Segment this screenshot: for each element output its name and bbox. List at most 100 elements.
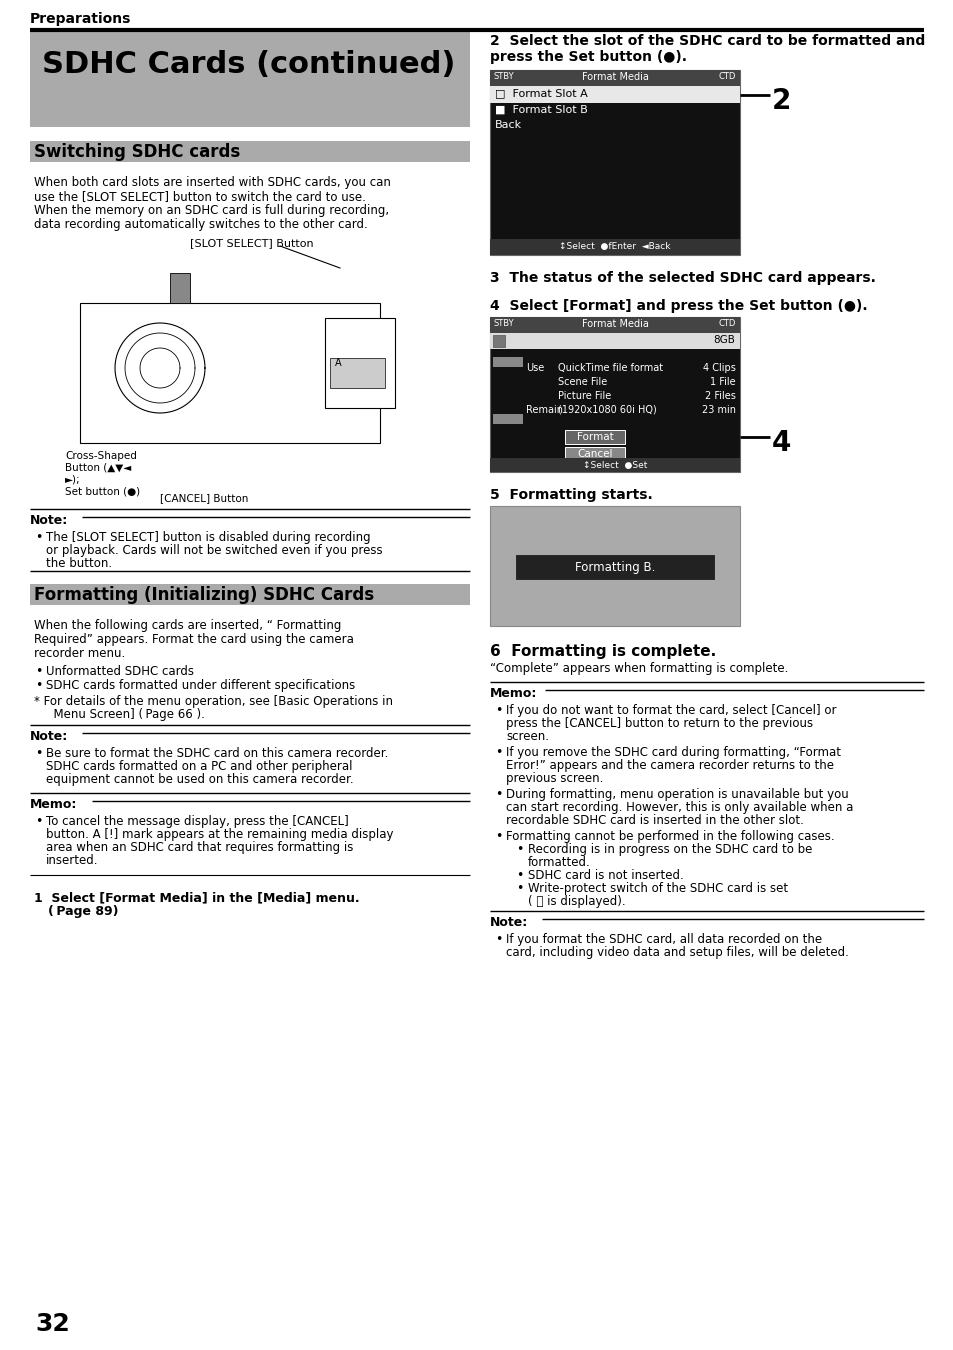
Text: use the [SLOT SELECT] button to switch the card to use.: use the [SLOT SELECT] button to switch t…: [34, 190, 366, 202]
Text: Remain: Remain: [525, 405, 562, 414]
Text: Formatting (Initializing) SDHC Cards: Formatting (Initializing) SDHC Cards: [34, 586, 374, 603]
Text: 1  Select [Format Media] in the [Media] menu.: 1 Select [Format Media] in the [Media] m…: [34, 891, 359, 904]
Text: If you remove the SDHC card during formatting, “Format: If you remove the SDHC card during forma…: [505, 747, 841, 759]
Bar: [490, 458, 740, 472]
Text: •: •: [35, 666, 42, 678]
Text: press the Set button (●).: press the Set button (●).: [490, 50, 686, 63]
Bar: [490, 86, 740, 103]
Bar: [515, 554, 714, 580]
Text: button. A [!] mark appears at the remaining media display: button. A [!] mark appears at the remain…: [46, 828, 393, 841]
Text: •: •: [495, 788, 502, 801]
Bar: [493, 414, 522, 424]
Text: Required” appears. Format the card using the camera: Required” appears. Format the card using…: [34, 633, 354, 647]
Text: •: •: [516, 869, 523, 882]
Text: Write-protect switch of the SDHC card is set: Write-protect switch of the SDHC card is…: [527, 882, 787, 895]
Text: CTD: CTD: [718, 319, 735, 328]
Text: * For details of the menu operation, see [Basic Operations in: * For details of the menu operation, see…: [34, 695, 393, 707]
Text: Recording is in progress on the SDHC card to be: Recording is in progress on the SDHC car…: [527, 842, 812, 856]
Text: Formatting cannot be performed in the following cases.: Formatting cannot be performed in the fo…: [505, 830, 834, 842]
Text: •: •: [495, 747, 502, 759]
Text: STBY: STBY: [494, 72, 514, 81]
Text: ( 🔒 is displayed).: ( 🔒 is displayed).: [527, 895, 625, 909]
Text: 8GB: 8GB: [713, 335, 734, 346]
Text: Note:: Note:: [30, 514, 69, 526]
Text: SDHC cards formatted under different specifications: SDHC cards formatted under different spe…: [46, 679, 355, 693]
Text: 5  Formatting starts.: 5 Formatting starts.: [490, 487, 652, 502]
Text: If you do not want to format the card, select [Cancel] or: If you do not want to format the card, s…: [505, 703, 836, 717]
Text: •: •: [35, 531, 42, 544]
Text: Back: Back: [495, 120, 521, 130]
Text: Picture File: Picture File: [558, 392, 611, 401]
Bar: [490, 333, 740, 350]
Bar: [330, 358, 385, 387]
Text: During formatting, menu operation is unavailable but you: During formatting, menu operation is una…: [505, 788, 848, 801]
Text: [SLOT SELECT] Button: [SLOT SELECT] Button: [190, 238, 314, 248]
Text: 2: 2: [771, 86, 791, 115]
Bar: [493, 356, 522, 367]
Text: Note:: Note:: [490, 917, 528, 929]
Text: A: A: [335, 358, 341, 369]
Bar: [493, 335, 504, 347]
Text: 1 File: 1 File: [710, 377, 735, 387]
Text: (1920x1080 60i HQ): (1920x1080 60i HQ): [558, 405, 656, 414]
Text: CTD: CTD: [718, 72, 735, 81]
Text: ↕Select  ●Set: ↕Select ●Set: [582, 460, 646, 470]
Bar: [490, 239, 740, 255]
Bar: [564, 447, 624, 460]
Text: ■  Format Slot B: ■ Format Slot B: [495, 105, 587, 115]
Text: previous screen.: previous screen.: [505, 772, 602, 784]
Text: 4  Select [Format] and press the Set button (●).: 4 Select [Format] and press the Set butt…: [490, 298, 866, 313]
Text: Memo:: Memo:: [30, 798, 77, 811]
Text: Be sure to format the SDHC card on this camera recorder.: Be sure to format the SDHC card on this …: [46, 747, 388, 760]
Text: area when an SDHC card that requires formatting is: area when an SDHC card that requires for…: [46, 841, 353, 855]
Text: •: •: [516, 882, 523, 895]
Text: press the [CANCEL] button to return to the previous: press the [CANCEL] button to return to t…: [505, 717, 812, 730]
Bar: [170, 273, 190, 302]
Text: Error!” appears and the camera recorder returns to the: Error!” appears and the camera recorder …: [505, 759, 833, 772]
Text: ►);: ►);: [65, 475, 81, 485]
Bar: [30, 140, 470, 162]
Text: Note:: Note:: [30, 730, 69, 742]
Text: 2 Files: 2 Files: [704, 392, 735, 401]
Text: Formatting B.: Formatting B.: [575, 562, 655, 575]
Text: Format Media: Format Media: [581, 72, 648, 82]
Text: When both card slots are inserted with SDHC cards, you can: When both card slots are inserted with S…: [34, 176, 391, 189]
Bar: [325, 319, 395, 408]
Text: the button.: the button.: [46, 558, 112, 570]
Text: 2  Select the slot of the SDHC card to be formatted and: 2 Select the slot of the SDHC card to be…: [490, 34, 924, 49]
Bar: [490, 506, 740, 626]
Text: or playback. Cards will not be switched even if you press: or playback. Cards will not be switched …: [46, 544, 382, 558]
Text: Use: Use: [525, 363, 543, 373]
Text: data recording automatically switches to the other card.: data recording automatically switches to…: [34, 217, 367, 231]
Text: SDHC cards formatted on a PC and other peripheral: SDHC cards formatted on a PC and other p…: [46, 760, 352, 774]
Bar: [564, 431, 624, 444]
Text: When the following cards are inserted, “ Formatting: When the following cards are inserted, “…: [34, 620, 341, 632]
Text: •: •: [495, 933, 502, 946]
Text: Format: Format: [576, 432, 613, 441]
Text: recordable SDHC card is inserted in the other slot.: recordable SDHC card is inserted in the …: [505, 814, 803, 828]
Text: •: •: [35, 679, 42, 693]
Text: If you format the SDHC card, all data recorded on the: If you format the SDHC card, all data re…: [505, 933, 821, 946]
Bar: [490, 70, 740, 86]
Text: Cross-Shaped: Cross-Shaped: [65, 451, 136, 460]
Text: card, including video data and setup files, will be deleted.: card, including video data and setup fil…: [505, 946, 848, 958]
Text: •: •: [516, 842, 523, 856]
Text: •: •: [495, 703, 502, 717]
Text: Unformatted SDHC cards: Unformatted SDHC cards: [46, 666, 193, 678]
Text: 23 min: 23 min: [701, 405, 735, 414]
Text: QuickTime file format: QuickTime file format: [558, 363, 662, 373]
Text: Preparations: Preparations: [30, 12, 132, 26]
Text: 4 Clips: 4 Clips: [702, 363, 735, 373]
Text: 32: 32: [35, 1312, 70, 1336]
Text: STBY: STBY: [494, 319, 514, 328]
Text: •: •: [495, 830, 502, 842]
Bar: [490, 70, 740, 255]
Text: Memo:: Memo:: [490, 687, 537, 701]
Text: Switching SDHC cards: Switching SDHC cards: [34, 143, 240, 161]
Text: Set button (●): Set button (●): [65, 487, 140, 497]
Bar: [490, 317, 740, 333]
Text: ↕Select  ●fEnter  ◄Back: ↕Select ●fEnter ◄Back: [558, 242, 670, 251]
Text: The [SLOT SELECT] button is disabled during recording: The [SLOT SELECT] button is disabled dur…: [46, 531, 370, 544]
Text: can start recording. However, this is only available when a: can start recording. However, this is on…: [505, 801, 853, 814]
Text: inserted.: inserted.: [46, 855, 98, 867]
